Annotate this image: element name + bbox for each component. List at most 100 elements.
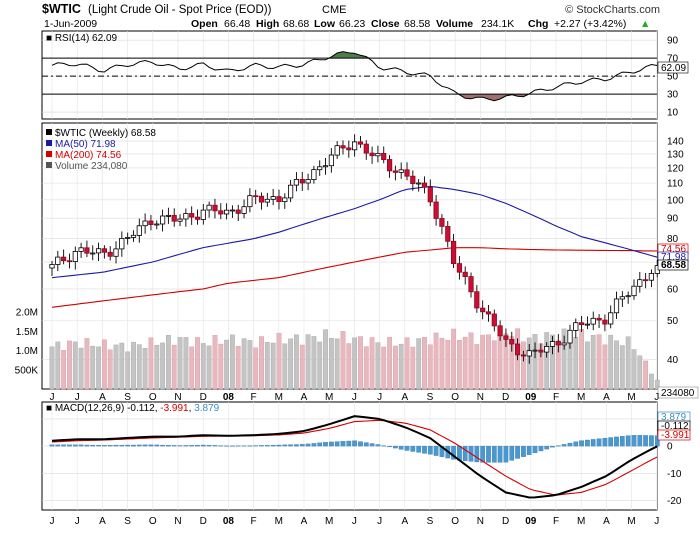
- candle-body: [427, 186, 433, 203]
- candle-body: [125, 236, 131, 239]
- rsi-overbought-fill: [331, 51, 373, 59]
- macd-hist-bar: [387, 445, 392, 448]
- month-label: M: [275, 516, 283, 527]
- volume-bar: [433, 332, 439, 390]
- month-label: 09: [525, 392, 537, 403]
- legend-swatch: [46, 140, 52, 146]
- macd-hist-bar: [224, 445, 229, 447]
- rsi-line: [51, 51, 658, 102]
- volume-bar: [521, 341, 526, 390]
- volume-axis-ticks: 2.0M 1.5M 1.0M 500K: [15, 308, 39, 377]
- candle-body: [61, 256, 67, 262]
- month-label: J: [352, 516, 357, 527]
- close-value: 68.58: [404, 18, 430, 30]
- macd-histogram: [49, 435, 660, 463]
- month-label: N: [477, 392, 484, 403]
- macd-hist-bar: [637, 435, 643, 447]
- macd-hist-bar: [497, 445, 503, 463]
- price-tick-label: 120: [667, 163, 684, 174]
- month-label: O: [149, 516, 157, 527]
- macd-hist-bar: [515, 445, 520, 459]
- volume-bar: [49, 346, 55, 390]
- month-label: F: [251, 516, 257, 527]
- candle-body: [392, 170, 399, 173]
- rsi-current-value: 62.09: [661, 63, 686, 74]
- candle-body: [183, 213, 189, 220]
- close-label: Close: [371, 18, 400, 30]
- month-label: S: [124, 516, 131, 527]
- candle-body: [468, 276, 474, 293]
- macd-hist-bar: [131, 444, 136, 447]
- macd-hist-bar: [363, 442, 369, 447]
- month-label: A: [99, 516, 106, 527]
- month-label: M: [275, 392, 283, 403]
- candle-body: [218, 210, 224, 215]
- candle-body: [253, 195, 259, 198]
- candle-body: [421, 182, 428, 188]
- volume-bar: [235, 346, 241, 390]
- macd-hist-bar: [294, 444, 299, 447]
- macd-hist-bar: [200, 444, 206, 447]
- volume-bar: [614, 340, 619, 390]
- month-label: S: [427, 392, 434, 403]
- price-tick-label: 40: [667, 355, 679, 366]
- candle-body: [340, 145, 346, 149]
- candle-body: [229, 209, 235, 212]
- candle-body: [462, 271, 468, 278]
- macd-hist-bar: [619, 436, 625, 447]
- candle-body: [241, 206, 247, 214]
- volume-bar: [206, 345, 212, 390]
- candle-body: [410, 175, 416, 184]
- macd-hist-bar: [90, 444, 96, 447]
- volume-bar: [90, 345, 96, 390]
- candle-body: [101, 248, 107, 253]
- open-value: 66.48: [224, 18, 250, 30]
- volume-bar: [585, 341, 590, 390]
- macd-hist-bar: [61, 444, 66, 447]
- month-label: A: [603, 516, 610, 527]
- macd-hist-bar: [480, 445, 486, 463]
- volume-bar: [474, 344, 480, 390]
- candle-body: [171, 214, 177, 222]
- macd-hist-bar: [561, 444, 567, 447]
- volume-bar: [229, 334, 235, 390]
- macd-hist-bar: [614, 436, 619, 447]
- volume-bar: [200, 343, 206, 390]
- high-value: 68.68: [283, 18, 309, 30]
- candle-body: [439, 218, 445, 227]
- volume-bar: [136, 344, 142, 390]
- month-label: S: [427, 516, 434, 527]
- volume-bar: [631, 349, 637, 390]
- rsi-checkbox-icon: ■: [46, 33, 52, 44]
- rsi-current-badge: [657, 61, 689, 74]
- candle-body: [381, 152, 387, 160]
- month-label: D: [200, 392, 207, 403]
- candle-body: [584, 323, 591, 326]
- volume-bar: [334, 338, 340, 390]
- macd-badge-value: -3.991: [661, 430, 690, 441]
- macd-hist-bar: [567, 442, 573, 447]
- month-label: M: [627, 516, 635, 527]
- volume-bar: [218, 343, 224, 390]
- macd-hist-bar: [404, 445, 410, 451]
- low-value: 66.23: [339, 18, 365, 30]
- macd-hist-bar: [375, 444, 381, 447]
- month-label: 08: [223, 516, 235, 527]
- volume-bar: [625, 336, 631, 390]
- macd-hist-bar: [55, 444, 61, 447]
- volume-bar: [358, 336, 363, 390]
- macd-hist-bar: [288, 444, 293, 447]
- macd-hist-bar: [67, 444, 72, 447]
- candle-body: [136, 225, 142, 236]
- candle-body: [503, 335, 509, 340]
- macd-hist-bar: [282, 444, 288, 447]
- macd-hist-bar: [422, 445, 427, 454]
- exchange: CME: [322, 4, 346, 16]
- macd-hist-bar: [590, 439, 596, 447]
- candle-body: [619, 296, 625, 300]
- month-label: O: [451, 392, 459, 403]
- candle-body: [317, 166, 323, 171]
- volume-bar: [113, 344, 119, 390]
- macd-hist-bar: [305, 443, 311, 447]
